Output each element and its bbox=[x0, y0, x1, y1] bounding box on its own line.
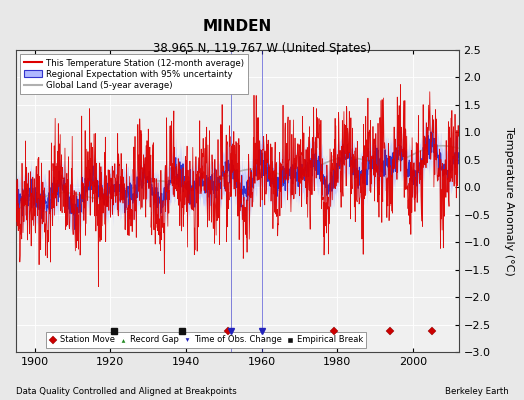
Legend: Station Move, Record Gap, Time of Obs. Change, Empirical Break: Station Move, Record Gap, Time of Obs. C… bbox=[46, 332, 366, 348]
Title: MINDEN: MINDEN bbox=[202, 18, 272, 34]
Text: Berkeley Earth: Berkeley Earth bbox=[444, 387, 508, 396]
Text: 38.965 N, 119.767 W (United States): 38.965 N, 119.767 W (United States) bbox=[153, 42, 371, 55]
Y-axis label: Temperature Anomaly (°C): Temperature Anomaly (°C) bbox=[505, 127, 515, 275]
Text: Data Quality Controlled and Aligned at Breakpoints: Data Quality Controlled and Aligned at B… bbox=[16, 387, 236, 396]
